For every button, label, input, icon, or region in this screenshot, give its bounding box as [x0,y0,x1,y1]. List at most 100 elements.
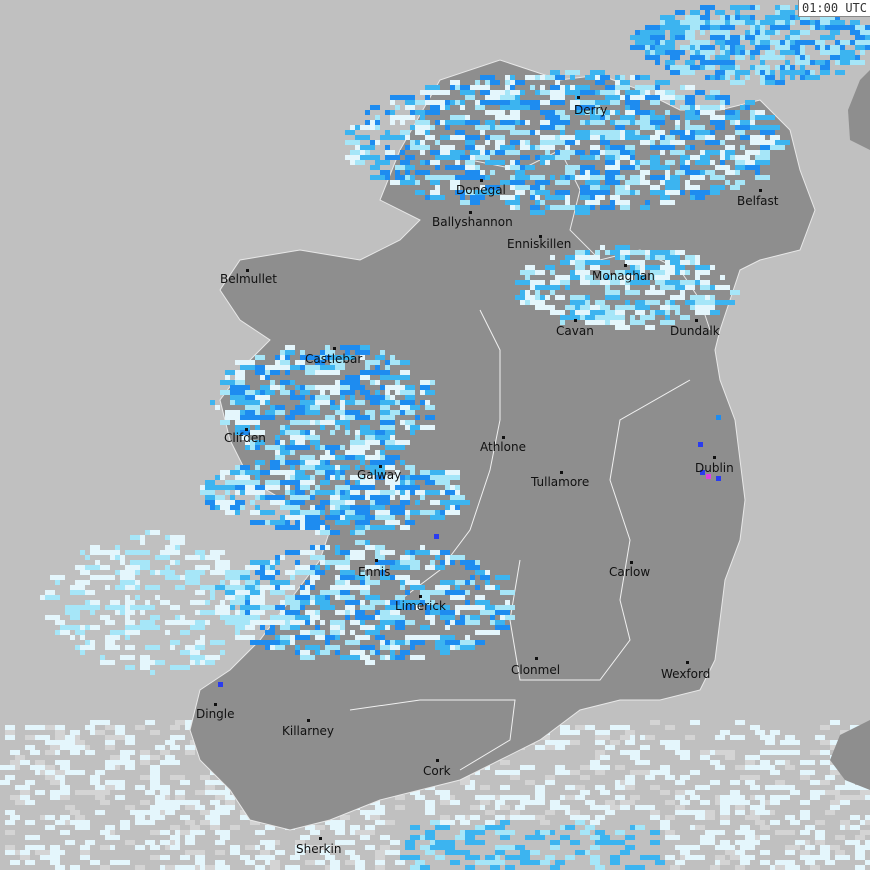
rain-cell [590,760,600,765]
rain-cell [85,555,90,560]
rain-cell [290,445,295,450]
rain-cell [655,90,670,95]
rain-cell [585,180,600,185]
rain-cell [795,40,810,45]
rain-cell [340,620,345,625]
rain-cell [350,440,365,445]
rain-cell [490,170,495,175]
rain-cell [375,380,380,385]
rain-cell [455,500,470,505]
rain-cell [685,255,695,260]
rain-cell [475,630,490,635]
rain-cell [230,495,235,500]
rain-cell [695,275,700,280]
rain-cell [680,755,690,760]
rain-cell [420,115,425,120]
rain-cell [555,765,565,770]
rain-cell [295,635,305,640]
rain-cell [210,825,220,830]
rain-cell [715,845,725,850]
rain-cell [160,600,170,605]
rain-cell [430,605,445,610]
rain-cell [585,250,590,255]
rain-cell [495,100,510,105]
rain-cell [540,140,555,145]
rain-cell [665,60,675,65]
rain-cell [230,845,240,850]
rain-cell [650,815,660,820]
rain-cell [735,160,745,165]
rain-cell [810,855,820,860]
rain-cell [460,640,475,645]
rain-cell [305,580,310,585]
rain-cell [750,110,755,115]
rain-cell [400,180,415,185]
rain-cell [70,865,80,870]
rain-cell [225,490,230,495]
rain-cell [415,490,425,495]
rain-cell [350,655,360,660]
rain-cell [395,625,405,630]
rain-cell [685,70,690,75]
rain-cell [455,585,460,590]
rain-cell [75,745,85,750]
rain-cell [695,160,710,165]
rain-cell [285,490,290,495]
rain-cell [790,740,800,745]
rain-cell [695,280,700,285]
rain-cell [650,285,655,290]
rain-cell [505,845,515,850]
rain-cell [635,130,640,135]
rain-cell [710,95,725,100]
rain-cell [640,115,655,120]
rain-cell [850,815,860,820]
rain-cell [400,560,415,565]
rain-cell [235,375,245,380]
rain-cell [705,75,710,80]
rain-cell [405,395,415,400]
rain-cell [700,285,710,290]
rain-cell [745,150,760,155]
rain-cell [705,810,715,815]
rain-cell [310,630,325,635]
city-label: Enniskillen [507,237,572,251]
rain-cell [360,485,375,490]
rain-cell [585,200,600,205]
rain-cell [320,650,330,655]
rain-cell [405,100,415,105]
rain-cell [620,165,635,170]
rain-cell [505,150,510,155]
rain-cell [215,865,225,870]
rain-cell [675,860,685,865]
rain-cell [545,75,555,80]
rain-cell [445,100,450,105]
rain-cell [285,360,290,365]
rain-cell [680,750,690,755]
rain-cell [785,60,790,65]
rain-cell [400,650,410,655]
rain-cell [855,55,860,60]
rain-cell [695,310,710,315]
rain-cell [715,855,725,860]
rain-cell [580,280,590,285]
rain-cell [265,365,280,370]
rain-cell [340,445,345,450]
rain-cell [345,860,355,865]
rain-cell [650,785,660,790]
rain-cell [700,15,710,20]
rain-cell [245,410,255,415]
rain-cell [80,820,90,825]
rain-cell [530,850,540,855]
rain-cell [755,765,765,770]
rain-cell [465,140,475,145]
rain-cell [575,795,585,800]
rain-cell [410,430,415,435]
rain-cell [175,790,185,795]
rain-cell [830,790,840,795]
rain-cell [435,90,450,95]
rain-cell [220,790,230,795]
rain-cell [495,800,505,805]
rain-cell [720,820,730,825]
rain-cell [70,585,85,590]
county-line [349,699,516,771]
